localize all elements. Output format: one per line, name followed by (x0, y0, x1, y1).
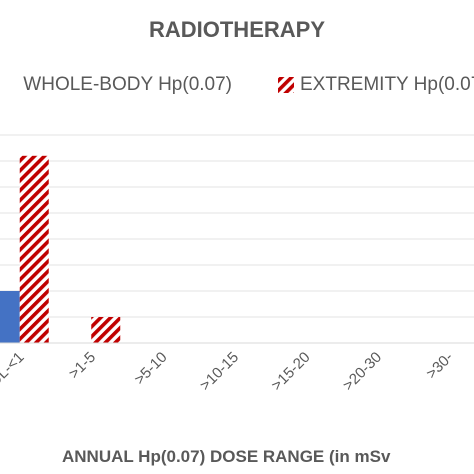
x-tick-label: >1-5 (66, 349, 100, 383)
bars (0, 155, 121, 343)
bar-extremity-1 (91, 317, 121, 343)
legend: WHOLE-BODY Hp(0.07) EXTREMITY Hp(0.07) (23, 74, 474, 95)
bar-whole-body-0 (0, 291, 20, 343)
x-tick-label: >5-10 (131, 349, 170, 388)
x-tick-labels: MDL-<1 >1-5 >5-10 >10-15 >15-20 >20-30 >30- (0, 349, 457, 399)
x-axis-title: ANNUAL Hp(0.07) DOSE RANGE (in mSv (62, 447, 391, 466)
gridlines (0, 134, 474, 318)
x-tick-label: MDL-<1 (0, 349, 28, 399)
legend-label-extremity: EXTREMITY Hp(0.07) (300, 74, 474, 95)
x-tick-label: >10-15 (197, 349, 242, 394)
legend-label-whole-body: WHOLE-BODY Hp(0.07) (23, 74, 232, 95)
chart-title: RADIOTHERAPY (149, 17, 325, 42)
x-tick-label: >20-30 (340, 349, 385, 394)
legend-swatch-extremity (278, 77, 294, 93)
bar-extremity-0 (19, 155, 49, 343)
x-tick-label: >15-20 (268, 349, 313, 394)
x-tick-label: >30- (423, 349, 457, 383)
